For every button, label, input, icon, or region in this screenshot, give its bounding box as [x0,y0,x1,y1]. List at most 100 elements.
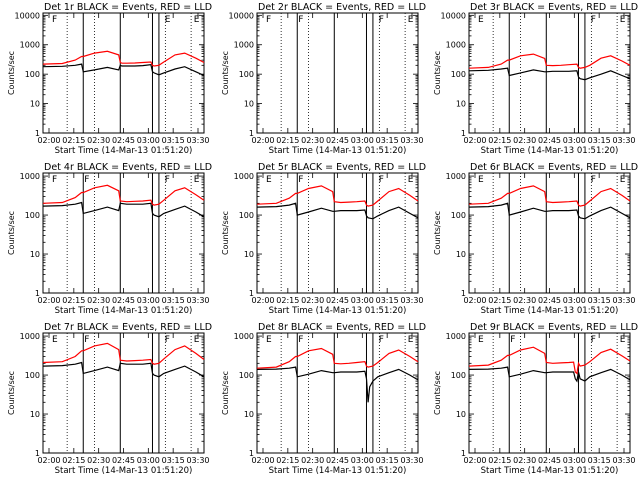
y-tick-label: 100 [451,70,466,79]
y-tick-label: 1 [35,449,40,458]
y-axis-label: Counts/sec [433,371,442,415]
series-line-red [468,53,631,69]
x-tick-label: 03:00 [563,296,586,305]
y-tick-label: 10 [244,100,254,109]
y-tick-label: 10 [30,410,40,419]
x-tick-label: 02:45 [538,136,561,145]
x-tick-label: 02:00 [251,456,274,465]
x-axis-label: Start Time (14-Mar-13 01:51:20) [55,306,193,316]
series-line-black [256,202,419,220]
x-tick-label: 02:45 [326,296,349,305]
x-tick-label: 02:30 [513,136,536,145]
series-line-black [468,202,631,220]
flag-label: F [84,335,89,345]
x-tick-label: 02:45 [538,456,561,465]
x-tick-label: 02:15 [62,296,85,305]
x-axis-label: Start Time (14-Mar-13 01:51:20) [269,306,407,316]
x-axis-label: Start Time (14-Mar-13 01:51:20) [481,466,619,476]
x-tick-label: 02:00 [463,296,486,305]
x-tick-label: 02:15 [488,456,511,465]
x-axis-label: Start Time (14-Mar-13 01:51:20) [55,466,193,476]
y-tick-label: 1 [461,289,466,298]
x-tick-label: 02:00 [251,296,274,305]
y-tick-label: 1 [35,289,40,298]
y-tick-label: 100 [25,371,40,380]
y-tick-label: 1000 [446,41,466,50]
x-tick-label: 03:00 [137,136,160,145]
y-tick-label: 1 [249,129,254,138]
x-axis-label: Start Time (14-Mar-13 01:51:20) [269,146,407,156]
y-axis-label: Counts/sec [7,371,16,415]
x-tick-label: 02:15 [62,136,85,145]
flag-label: E [478,15,484,25]
series-line-black [468,67,631,81]
x-tick-label: 03:30 [400,456,423,465]
y-tick-label: 100 [25,211,40,220]
y-axis-label: Counts/sec [433,211,442,255]
x-tick-label: 03:30 [186,136,209,145]
x-axis-label: Start Time (14-Mar-13 01:51:20) [269,466,407,476]
y-tick-label: 1000 [20,172,40,181]
y-tick-label: 10 [30,250,40,259]
y-tick-label: 10 [30,100,40,109]
y-tick-label: 100 [239,211,254,220]
x-tick-label: 02:00 [251,136,274,145]
series-line-black [42,201,205,218]
chart-panel: Det 5r BLACK = Events, RED = LLD 1 10 100 10… [221,162,426,316]
flag-label: E [194,175,200,185]
chart-panel: Det 2r BLACK = Events, RED = LLD 1 10 100 10… [221,2,426,156]
x-tick-label: 02:30 [87,456,110,465]
flag-label: F [298,15,303,25]
y-tick-label: 10000 [15,11,40,20]
x-tick-label: 03:30 [400,136,423,145]
x-tick-label: 02:15 [488,296,511,305]
x-tick-label: 03:30 [612,296,635,305]
x-tick-label: 03:00 [137,456,160,465]
y-tick-label: 10 [244,250,254,259]
x-tick-label: 02:15 [276,296,299,305]
y-tick-label: 10 [456,410,466,419]
y-tick-label: 1000 [234,41,254,50]
series-line-black [42,361,205,378]
y-tick-label: 100 [451,211,466,220]
x-tick-label: 03:00 [137,296,160,305]
flag-label: E [408,15,414,25]
series-line-red [468,346,631,375]
flag-label: F [165,175,170,185]
chart-panel: Det 6r BLACK = Events, RED = LLD 1 10 100 10… [433,162,638,316]
series-line-red [42,184,205,206]
x-axis-label: Start Time (14-Mar-13 01:51:20) [481,146,619,156]
flag-label: E [408,335,414,345]
x-tick-label: 02:30 [301,136,324,145]
flag-label: F [591,175,596,185]
flag-label: E [478,335,484,345]
x-tick-label: 03:30 [400,296,423,305]
flag-label: E [620,15,626,25]
x-tick-label: 02:45 [326,136,349,145]
y-tick-label: 100 [25,70,40,79]
flag-label: F [266,15,271,25]
x-tick-label: 03:15 [376,296,399,305]
x-tick-label: 02:45 [112,136,135,145]
chart-title: Det 8r BLACK = Events, RED = LLD [258,322,426,333]
flag-label: E [620,335,626,345]
x-tick-label: 02:00 [463,136,486,145]
flag-label: F [84,175,89,185]
x-tick-label: 02:30 [301,296,324,305]
flag-label: E [266,335,272,345]
y-tick-label: 1000 [446,332,466,341]
series-line-red [468,185,631,207]
flag-label: E [194,15,200,25]
series-line-black [256,366,419,403]
x-tick-label: 03:00 [563,456,586,465]
x-tick-label: 03:15 [162,296,185,305]
flag-label: F [379,15,384,25]
y-axis-label: Counts/sec [433,51,442,95]
y-axis-label: Counts/sec [221,51,230,95]
flag-label: E [266,175,272,185]
x-tick-label: 03:15 [376,136,399,145]
x-tick-label: 03:00 [563,136,586,145]
series-line-red [256,185,419,207]
chart-panel: Det 1r BLACK = Events, RED = LLD 1 10 100 10… [7,2,212,156]
